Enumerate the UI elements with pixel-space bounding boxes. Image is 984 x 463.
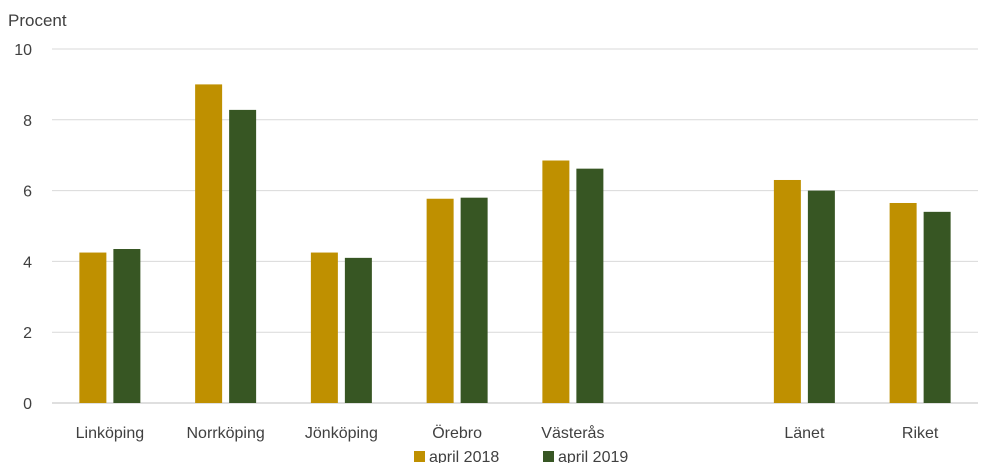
x-category-label: Riket [902,425,939,442]
y-tick-label: 10 [14,42,32,59]
y-axis-ticks: 0 2 4 6 8 10 [14,42,32,413]
x-category-label: Jönköping [305,425,378,442]
y-tick-label: 8 [23,113,32,130]
bar-april-2018 [310,252,338,403]
bar-april-2018 [773,179,801,403]
gridlines [52,48,978,404]
x-category-label: Länet [784,425,825,442]
y-tick-label: 6 [23,184,32,201]
bar-april-2019 [344,257,372,403]
y-tick-label: 0 [23,396,32,413]
bar-april-2019 [807,190,835,403]
legend-label: april 2019 [558,449,628,463]
bars [79,84,951,404]
bar-april-2019 [113,249,141,403]
bar-april-2019 [460,197,488,403]
x-category-label: Örebro [432,424,482,442]
bar-april-2018 [195,84,223,404]
x-category-label: Linköping [76,425,145,442]
x-axis-category-labels: Linköping Norrköping Jönköping Örebro Väster… [76,424,939,442]
legend-label: april 2018 [429,449,499,463]
y-tick-label: 4 [23,254,32,271]
x-category-label: Norrköping [186,425,264,442]
bar-april-2018 [426,198,454,403]
bar-april-2019 [229,109,257,403]
bar-april-2018 [79,252,107,403]
legend-swatch [543,451,554,462]
x-category-label: Västerås [541,424,604,442]
bar-april-2018 [542,160,570,403]
bar-april-2018 [889,202,917,403]
y-tick-label: 2 [23,325,32,342]
legend: april 2018 april 2019 [414,449,628,463]
y-axis-label: Procent [8,11,67,30]
legend-swatch [414,451,425,462]
bar-april-2019 [923,211,951,403]
bar-april-2019 [576,168,604,403]
